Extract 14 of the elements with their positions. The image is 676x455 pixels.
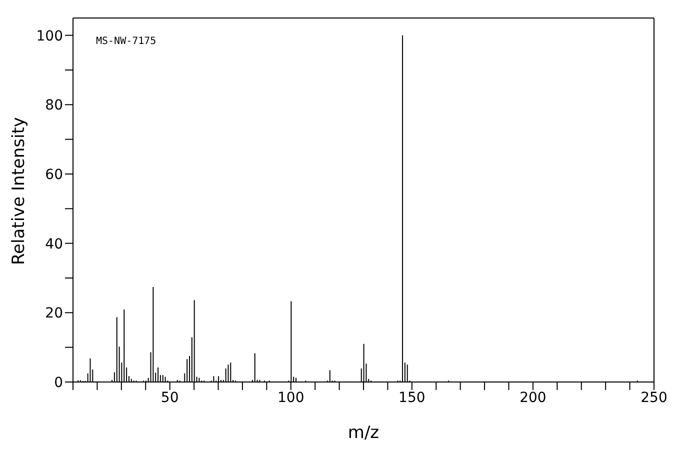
x-tick-label: 50 (160, 390, 179, 406)
y-tick-label: 60 (45, 166, 63, 183)
y-tick-label: 0 (54, 374, 63, 391)
y-tick-label: 20 (45, 306, 63, 322)
x-tick-label: 100 (278, 390, 304, 406)
x-tick-label: 150 (398, 390, 426, 406)
x-axis-title: m/z (348, 423, 380, 443)
y-axis-title: Relative Intensity (9, 117, 30, 265)
y-tick-label: 80 (45, 98, 63, 114)
y-tick-label: 100 (36, 28, 63, 44)
y-tick-label: 40 (45, 236, 63, 252)
annotation: MS-NW-7175 (96, 36, 156, 47)
x-tick-label: 200 (520, 390, 546, 406)
x-tick-label: 250 (640, 390, 668, 406)
